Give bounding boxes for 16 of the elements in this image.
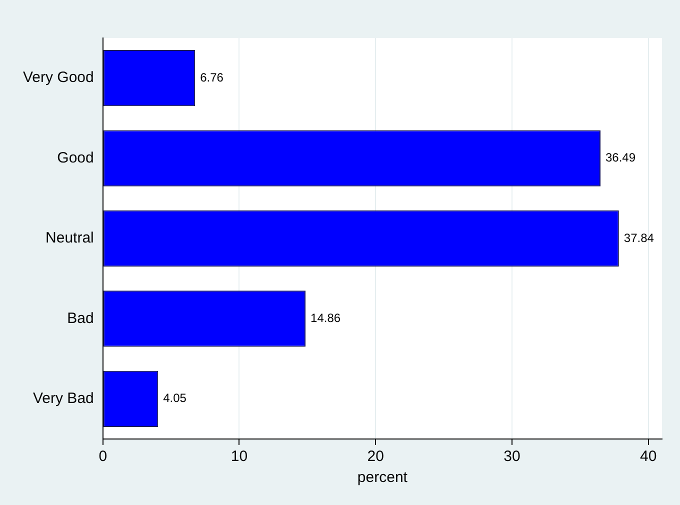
data-label: 14.86 — [310, 311, 341, 326]
x-tick-label: 0 — [98, 448, 108, 466]
x-tick-label: 20 — [367, 448, 384, 466]
x-axis-title: percent — [357, 469, 408, 486]
x-tick-label: 10 — [230, 448, 248, 466]
data-label: 36.49 — [605, 150, 636, 165]
data-label: 6.76 — [200, 70, 224, 84]
data-label: 37.84 — [624, 230, 654, 245]
data-label: 4.05 — [163, 391, 187, 406]
y-tick-label: Bad — [67, 310, 94, 327]
y-tick-label: Neutral — [46, 230, 94, 247]
x-tick-label: 40 — [640, 448, 657, 466]
x-tick-label: 30 — [504, 448, 520, 466]
y-tick-label: Very Bad — [33, 390, 94, 408]
y-tick-label: Very Good — [22, 69, 94, 86]
y-tick-label: Good — [57, 149, 94, 166]
